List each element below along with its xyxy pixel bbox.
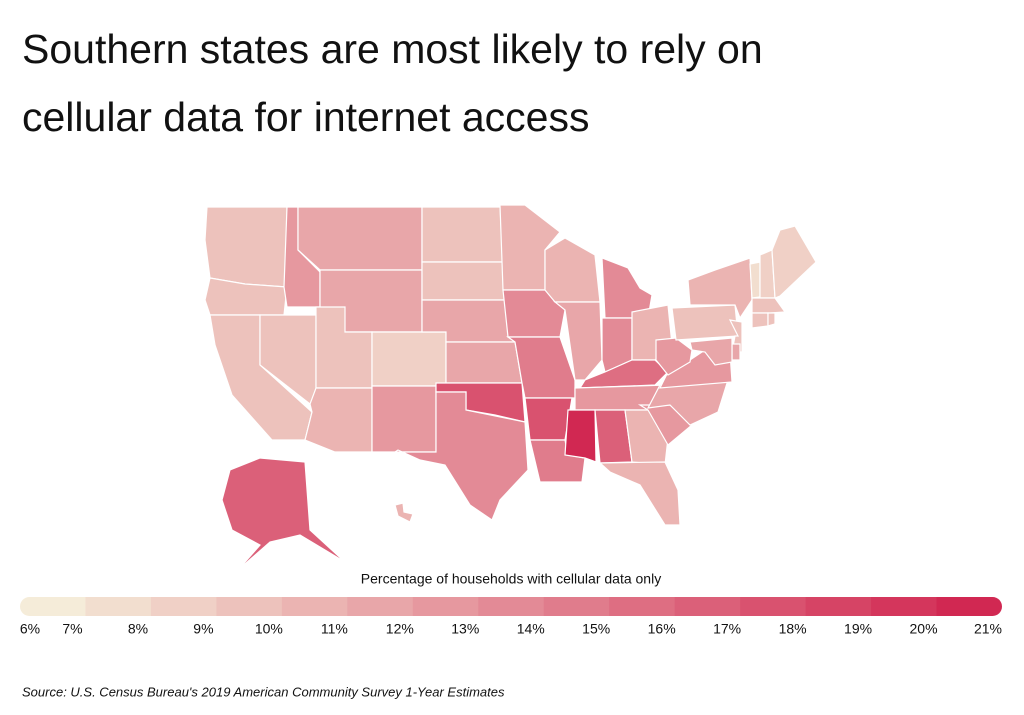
state: [421, 261, 509, 301]
states: [204, 204, 817, 571]
state: [421, 206, 504, 263]
state: [767, 312, 776, 327]
colorbar-segment: [412, 597, 479, 616]
state: [749, 261, 761, 299]
state: [371, 385, 437, 453]
colorbar-segment: [281, 597, 348, 616]
colorbar-segment: [740, 597, 807, 616]
state: [731, 343, 741, 361]
state: [371, 331, 447, 387]
colorbar-tick-label: 11%: [321, 621, 348, 637]
colorbar-tick-label: 18%: [779, 621, 807, 637]
colorbar-segment: [216, 597, 283, 616]
state: [771, 225, 817, 299]
colorbar-tick-label: 9%: [193, 621, 213, 637]
legend-title: Percentage of households with cellular d…: [361, 571, 661, 587]
colorbar-segment: [674, 597, 741, 616]
colorbar: [20, 597, 1002, 616]
state: [502, 289, 566, 338]
colorbar-tick-label: 15%: [582, 621, 610, 637]
colorbar-segment: [20, 597, 86, 616]
colorbar-segment: [347, 597, 414, 616]
colorbar-tick-label: 16%: [648, 621, 676, 637]
state: [751, 297, 787, 314]
colorbar-segment: [609, 597, 676, 616]
colorbar-ticks: 6% 7% 8% 9% 10% 11% 12% 13% 14% 15% 16% 17% 18% 19% 20…: [20, 621, 1002, 637]
state: [687, 257, 753, 320]
colorbar-tick-label: 14%: [517, 621, 545, 637]
state: [445, 341, 523, 384]
state: [393, 391, 529, 521]
colorbar-tick-label: 12%: [386, 621, 414, 637]
colorbar-segment: [478, 597, 545, 616]
state: [304, 387, 373, 453]
colorbar-tick-label: 6%: [20, 621, 40, 637]
title-line: Southern states are most likely to rely …: [22, 26, 763, 72]
state: [598, 461, 681, 526]
colorbar-segment: [805, 597, 872, 616]
state: [671, 304, 739, 341]
colorbar-tick-label: 13%: [451, 621, 479, 637]
colorbar-tick-label: 20%: [910, 621, 938, 637]
state: [221, 457, 346, 571]
colorbar-segment: [543, 597, 610, 616]
state: [297, 206, 423, 271]
colorbar-segment: [150, 597, 217, 616]
colorbar-segment: [85, 597, 152, 616]
colorbar-segment: [936, 597, 1002, 616]
source: Source: U.S. Census Bureau's 2019 Americ…: [22, 684, 505, 699]
state: [204, 206, 288, 288]
colorbar-tick-label: 19%: [844, 621, 872, 637]
state: [751, 312, 769, 329]
state: [689, 337, 733, 366]
colorbar-tick-label: 7%: [62, 621, 82, 637]
colorbar-tick-label: 21%: [974, 621, 1002, 637]
colorbar-tick-label: 10%: [255, 621, 283, 637]
state: [394, 502, 414, 523]
colorbar-tick-label: 17%: [713, 621, 741, 637]
title-line: cellular data for internet access: [22, 94, 589, 140]
state: [544, 237, 601, 303]
state: [524, 397, 573, 441]
state: [564, 409, 597, 463]
colorbar-segment: [871, 597, 938, 616]
colorbar-tick-label: 8%: [128, 621, 148, 637]
